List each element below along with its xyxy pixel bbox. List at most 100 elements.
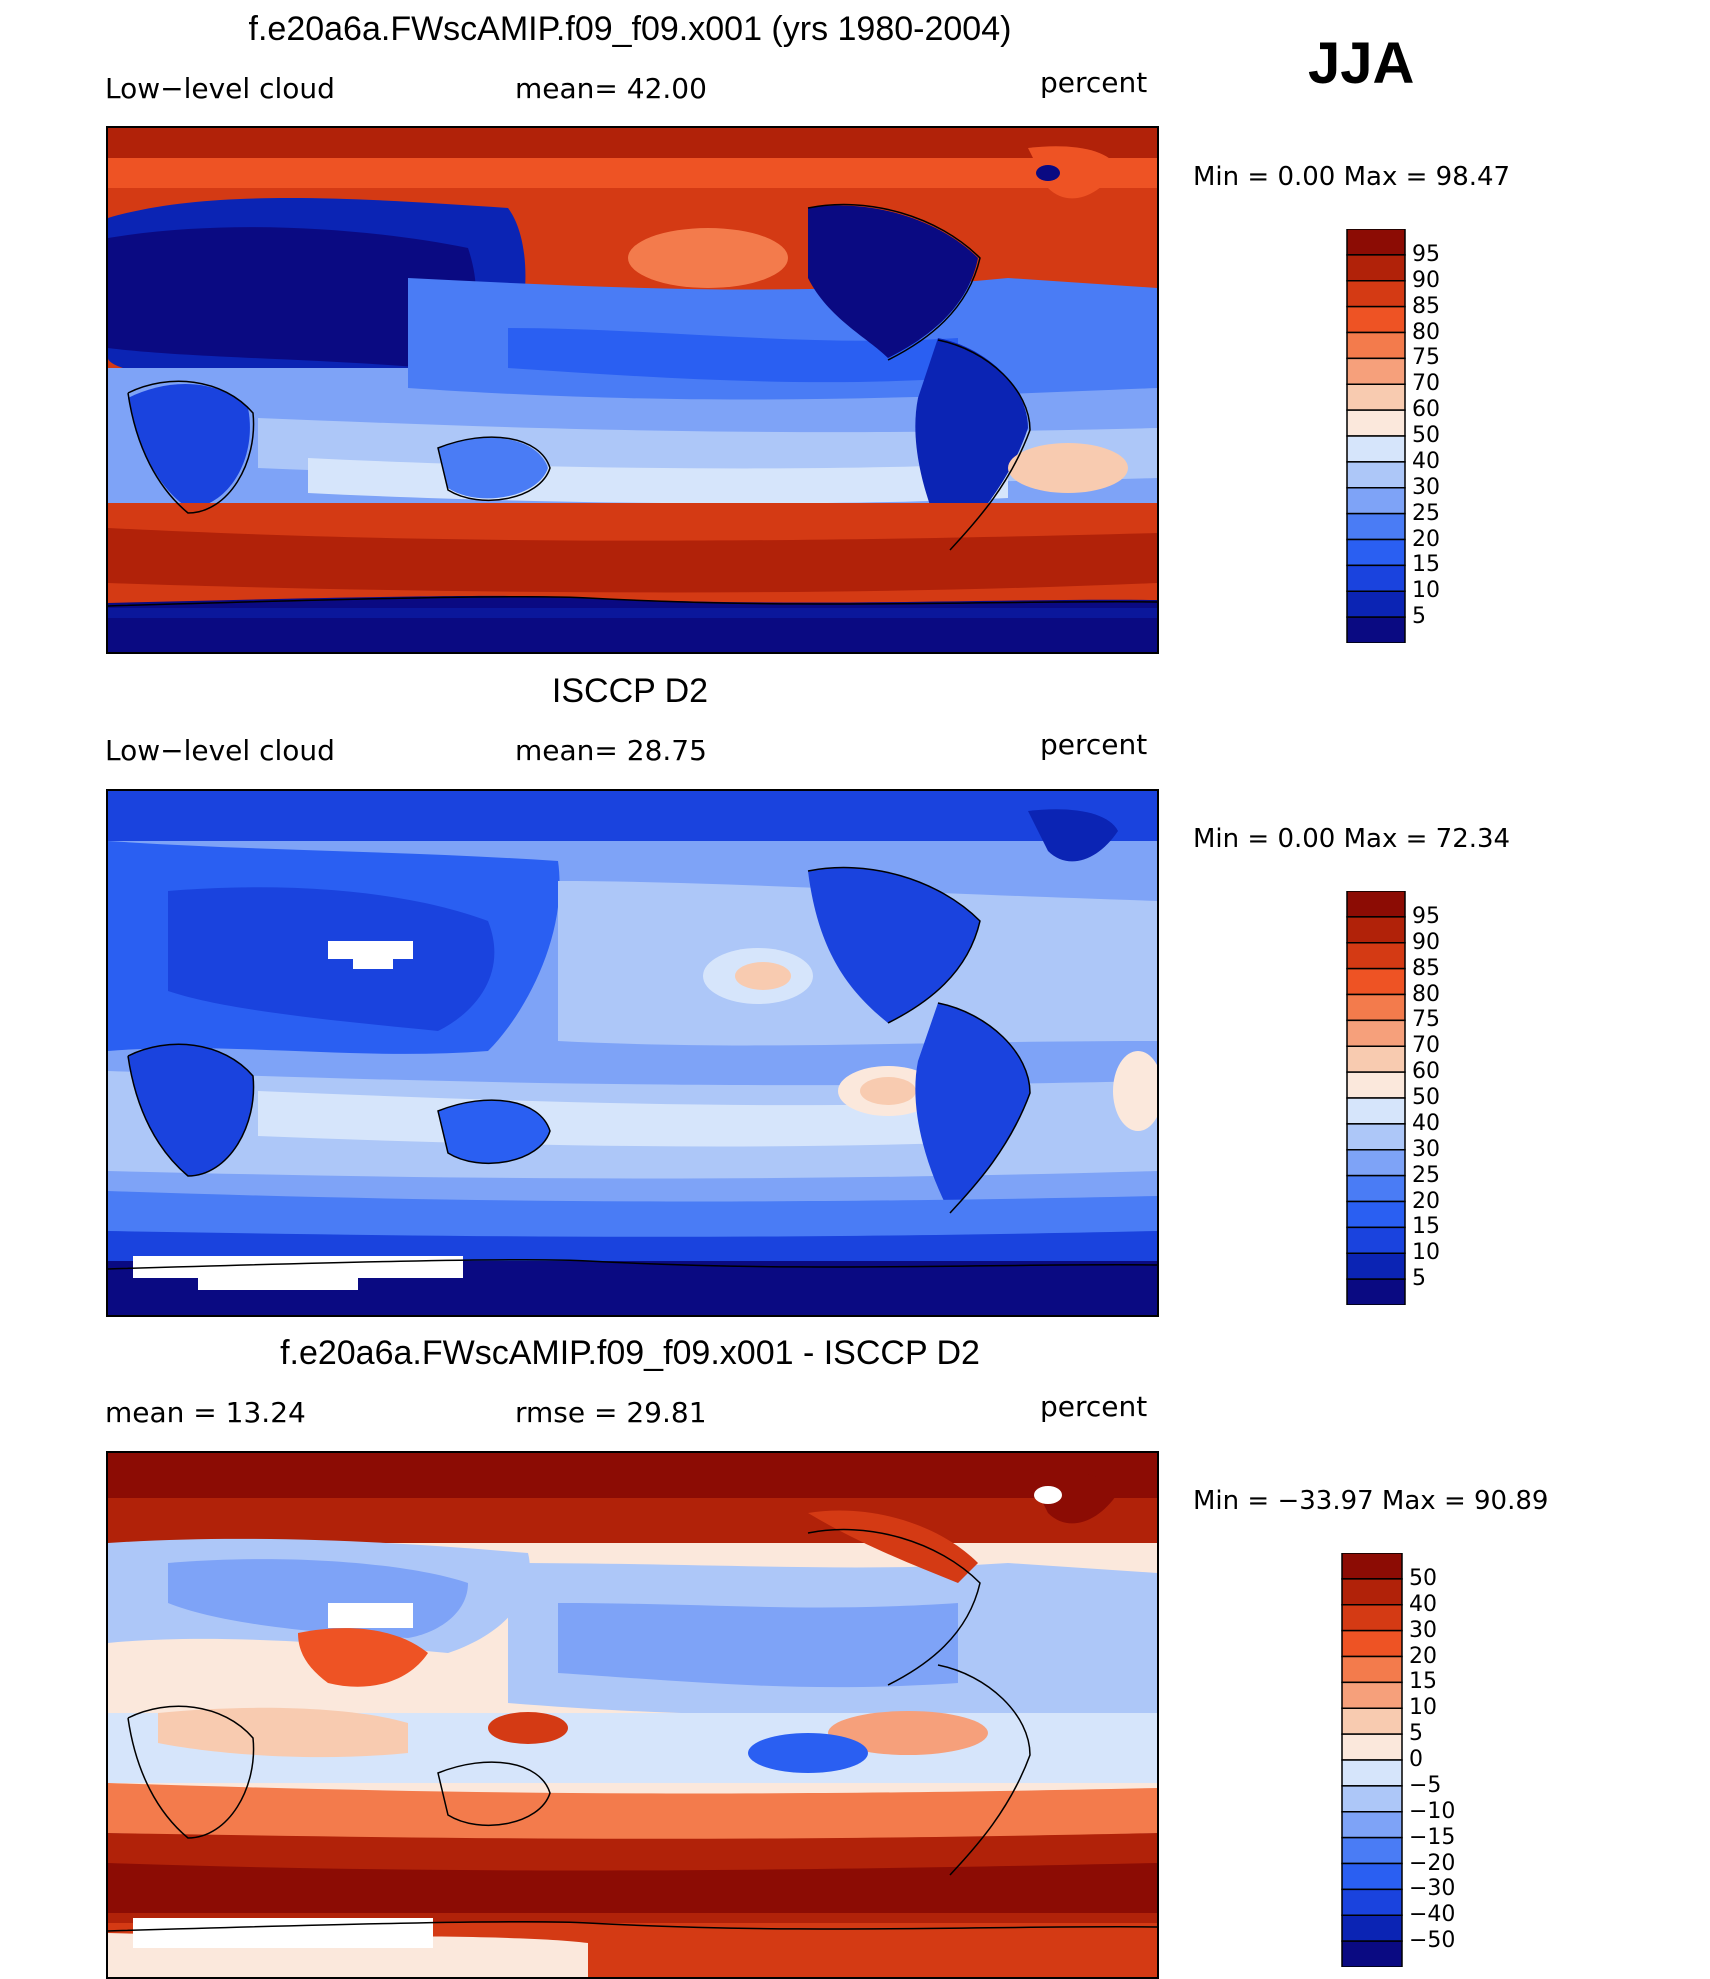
colorbar-swatch [1346,512,1406,541]
colorbar-swatch [1346,228,1406,256]
colorbar-tick-label: 5 [1412,604,1426,630]
colorbar-tick-label: 80 [1412,319,1440,345]
colorbar-tick-label: 20 [1412,526,1440,552]
colorbar-swatch [1346,305,1406,334]
colorbar-tick-label: 10 [1409,1695,1437,1721]
colorbar-tick-label: 40 [1409,1591,1437,1617]
colorbar-tick-label: 20 [1409,1643,1437,1669]
colorbar-swatch [1346,1226,1406,1254]
panel1-units-label: percent [1040,66,1148,99]
colorbar-swatch [1346,487,1406,515]
colorbar-tick-label: 60 [1412,1059,1440,1085]
colorbar-tick-label: 75 [1412,345,1440,371]
colorbar-swatch [1346,590,1406,618]
colorbar-swatch [1346,1123,1406,1151]
colorbar-tick-label: 5 [1409,1721,1423,1747]
colorbar-swatch [1341,1733,1403,1761]
colorbar-tick-label: 85 [1412,955,1440,981]
colorbar-swatch [1341,1759,1403,1787]
colorbar-tick-label: 50 [1412,423,1440,448]
colorbar-swatch [1346,461,1406,489]
colorbar-swatch [1341,1655,1403,1684]
panel1-model-low-cloud-map [106,126,1159,654]
colorbar-swatch [1341,1785,1403,1813]
panel2-minmax: Min = 0.00 Max = 72.34 [1193,824,1511,854]
colorbar-tick-label: 85 [1412,293,1440,319]
panel1-minmax: Min = 0.00 Max = 98.47 [1193,162,1511,192]
colorbar-tick-label: −15 [1409,1824,1456,1850]
colorbar-swatch [1346,357,1406,385]
colorbar-tick-label: 30 [1409,1617,1437,1643]
panel3-colorbar [1341,1552,1403,1972]
colorbar-tick-label: 10 [1412,1240,1440,1266]
colorbar-swatch [1346,967,1406,996]
colorbar-swatch [1346,1045,1406,1073]
colorbar-tick-label: 0 [1409,1747,1423,1772]
colorbar-swatch [1346,564,1406,592]
colorbar-tick-label: 15 [1412,1214,1440,1240]
colorbar-tick-label: −10 [1409,1798,1456,1824]
colorbar-swatch [1341,1888,1403,1916]
colorbar-swatch [1346,383,1406,411]
colorbar-swatch [1346,993,1406,1022]
colorbar-tick-label: 75 [1412,1007,1440,1033]
colorbar-swatch [1341,1552,1403,1580]
panel3-colorbar-swatches [1341,1552,1403,1968]
colorbar-tick-label: 20 [1412,1188,1440,1214]
colorbar-swatch [1341,1914,1403,1942]
colorbar-tick-label: −40 [1409,1902,1456,1928]
panel3-mean-label: mean = 13.24 [105,1396,306,1429]
panel2-title: ISCCP D2 [551,672,709,710]
colorbar-swatch [1346,1278,1406,1306]
colorbar-tick-label: 50 [1412,1085,1440,1110]
colorbar-swatch [1346,538,1406,567]
colorbar-tick-label: 70 [1412,1033,1440,1059]
panel1-colorbar [1346,228,1406,648]
panel2-colorbar [1346,890,1406,1310]
panel1-mean-label: mean= 42.00 [515,72,707,105]
colorbar-swatch [1341,1940,1403,1968]
colorbar-tick-label: 40 [1412,1110,1440,1136]
colorbar-swatch [1341,1811,1403,1839]
colorbar-tick-label: 60 [1412,397,1440,423]
panel2-mean-label: mean= 28.75 [515,734,707,767]
panel3-rmse-label: rmse = 29.81 [515,1396,707,1429]
panel3-difference-map [106,1451,1159,1979]
panel2-isccp-low-cloud-map [106,789,1159,1317]
season-label: JJA [1308,31,1415,96]
panel2-colorbar-swatches [1346,890,1406,1306]
colorbar-swatch [1346,942,1406,970]
panel2-units-label: percent [1040,728,1148,761]
colorbar-tick-label: 50 [1409,1565,1437,1591]
colorbar-tick-label: 15 [1409,1669,1437,1695]
colorbar-swatch [1346,409,1406,437]
colorbar-swatch [1341,1629,1403,1658]
colorbar-swatch [1346,1149,1406,1177]
colorbar-swatch [1341,1578,1403,1606]
colorbar-tick-label: 10 [1412,578,1440,604]
colorbar-tick-label: 95 [1412,903,1440,929]
panel1-variable-label: Low−level cloud [105,72,335,105]
colorbar-swatch [1346,280,1406,308]
panel3-units-label: percent [1040,1390,1148,1423]
colorbar-tick-label: −50 [1409,1928,1456,1954]
colorbar-swatch [1346,254,1406,282]
colorbar-tick-label: 90 [1412,267,1440,293]
colorbar-tick-label: 15 [1412,552,1440,578]
colorbar-swatch [1346,331,1406,360]
colorbar-swatch [1346,616,1406,644]
colorbar-tick-label: 5 [1412,1266,1426,1292]
colorbar-swatch [1341,1681,1403,1709]
colorbar-tick-label: 30 [1412,474,1440,500]
colorbar-swatch [1346,890,1406,918]
colorbar-tick-label: 30 [1412,1136,1440,1162]
colorbar-swatch [1341,1862,1403,1891]
panel2-variable-label: Low−level cloud [105,734,335,767]
colorbar-tick-label: 90 [1412,929,1440,955]
panel3-title: f.e20a6a.FWscAMIP.f09_f09.x001 - ISCCP D… [280,1334,980,1372]
colorbar-swatch [1346,1174,1406,1203]
colorbar-tick-label: 25 [1412,1162,1440,1188]
colorbar-swatch [1346,1071,1406,1099]
colorbar-tick-label: 70 [1412,371,1440,397]
panel3-minmax: Min = −33.97 Max = 90.89 [1193,1486,1549,1516]
